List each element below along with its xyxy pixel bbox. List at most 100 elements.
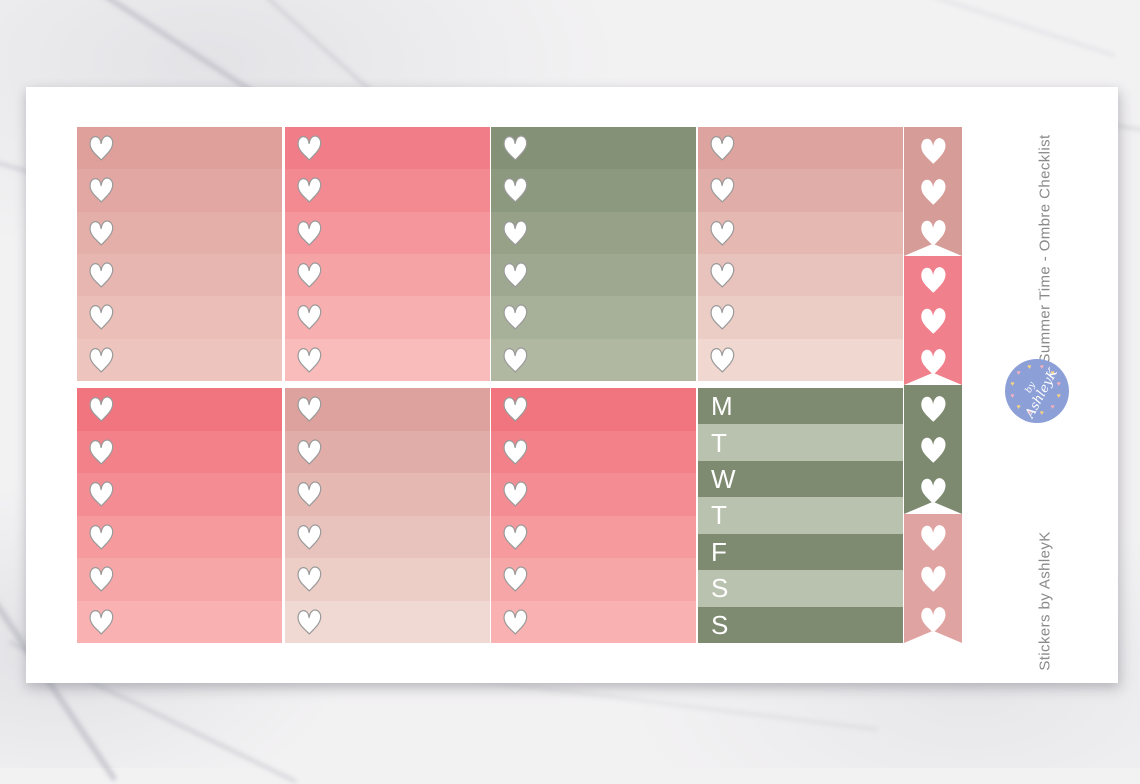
- checklist-row: [285, 296, 490, 339]
- checklist-row: [77, 473, 282, 516]
- heart-checkbox-icon: [503, 347, 528, 373]
- checklist-row: [77, 169, 282, 212]
- heart-checkbox-icon: [89, 347, 114, 373]
- checklist-row: [77, 430, 282, 473]
- heart-checkbox-icon: [297, 609, 322, 635]
- checklist-row: [285, 388, 490, 431]
- weekday-strip: M: [698, 388, 903, 425]
- checklist-row: [285, 169, 490, 212]
- checklist-row: [285, 558, 490, 601]
- heart-checkbox-icon: [297, 177, 322, 204]
- weekday-strip: T: [698, 424, 903, 461]
- heart-checkbox-icon: [297, 481, 322, 507]
- heart-checkbox-icon: [89, 304, 114, 331]
- logo-text-name: AshleyK: [1022, 366, 1061, 421]
- heart-icon: [921, 525, 946, 551]
- heart-checkbox-icon: [503, 177, 528, 204]
- heart-flag-column: [904, 127, 962, 643]
- sticker-ombre-checklist-dusty-rose-2: [698, 127, 903, 381]
- logo-heart-icon: ♥: [1010, 380, 1015, 388]
- heart-checkbox-icon: [503, 566, 528, 592]
- weekday-letter: F: [711, 536, 728, 567]
- sticker-ombre-checklist-dusty-rose: [77, 127, 282, 381]
- checklist-row: [491, 473, 696, 516]
- heart-checkbox-icon: [297, 524, 322, 550]
- weekday-strip: F: [698, 533, 903, 571]
- logo-heart-icon: ♥: [1027, 410, 1032, 418]
- checklist-row: [491, 296, 696, 339]
- logo-heart-icon: ♥: [1016, 403, 1021, 411]
- heart-icon: [921, 396, 946, 422]
- heart-checkbox-icon: [503, 396, 528, 422]
- heart-checkbox-icon: [297, 304, 322, 331]
- checklist-row: [491, 169, 696, 212]
- heart-checkbox-icon: [89, 262, 114, 288]
- sticker-ombre-checklist-coral: [285, 127, 490, 381]
- checklist-row: [698, 169, 903, 212]
- checklist-row: [491, 127, 696, 170]
- heart-checkbox-icon: [297, 220, 322, 246]
- checklist-row: [698, 253, 903, 297]
- heart-checkbox-icon: [89, 609, 114, 635]
- checklist-row: [77, 515, 282, 558]
- checklist-row: [77, 388, 282, 431]
- checklist-row: [285, 430, 490, 473]
- checklist-row: [285, 600, 490, 643]
- sticker-ombre-checklist-dusty-rose-3: [285, 388, 490, 643]
- checklist-row: [491, 515, 696, 558]
- shop-logo: ♥ ♥ ♥ ♥ ♥ ♥ ♥ ♥ ♥ ♥ ♥ ♥ by AshleyK: [1005, 359, 1069, 423]
- checklist-row: [77, 558, 282, 601]
- heart-icon: [921, 267, 946, 293]
- heart-checkbox-icon: [89, 220, 114, 246]
- sticker-ombre-checklist-sage: [491, 127, 696, 381]
- heart-icon: [921, 220, 946, 246]
- heart-checkbox-icon: [297, 439, 322, 465]
- weekday-strip: T: [698, 497, 903, 534]
- heart-checkbox-icon: [503, 439, 528, 465]
- heart-checkbox-icon: [503, 524, 528, 550]
- heart-checkbox-icon: [710, 220, 735, 246]
- sticker-ombre-checklist-coral-2: [77, 388, 282, 643]
- heart-checkbox-icon: [297, 396, 322, 422]
- checklist-row: [698, 296, 903, 339]
- logo-heart-icon: ♥: [1056, 393, 1061, 401]
- checklist-row: [491, 211, 696, 254]
- weekday-letter: T: [711, 427, 728, 458]
- heart-icon: [921, 308, 946, 334]
- checklist-row: [491, 388, 696, 431]
- heart-checkbox-icon: [89, 177, 114, 204]
- heart-checkbox-icon: [710, 262, 735, 288]
- checklist-row: [491, 338, 696, 381]
- heart-checkbox-icon: [297, 347, 322, 373]
- heart-checkbox-icon: [503, 304, 528, 331]
- logo-heart-icon: ♥: [1056, 380, 1061, 388]
- checklist-row: [285, 211, 490, 254]
- heart-checkbox-icon: [89, 396, 114, 422]
- logo-heart-icon: ♥: [1050, 403, 1055, 411]
- sticker-heart-flag-dusty-rose: [904, 127, 962, 256]
- marble-vein: [904, 0, 1116, 57]
- weekday-letter: S: [711, 573, 730, 604]
- weekday-strip: W: [698, 460, 903, 498]
- heart-checkbox-icon: [297, 566, 322, 592]
- checklist-row: [698, 127, 903, 170]
- logo-heart-icon: ♥: [1010, 393, 1015, 401]
- checklist-row: [491, 558, 696, 601]
- weekday-letter: M: [711, 391, 734, 422]
- checklist-row: [77, 296, 282, 339]
- logo-heart-icon: ♥: [1039, 363, 1044, 371]
- heart-checkbox-icon: [297, 135, 322, 161]
- heart-checkbox-icon: [89, 439, 114, 465]
- heart-icon: [921, 349, 946, 375]
- checklist-row: [285, 515, 490, 558]
- checklist-row: [77, 600, 282, 643]
- heart-checkbox-icon: [297, 262, 322, 288]
- logo-heart-icon: ♥: [1027, 363, 1032, 371]
- logo-heart-icon: ♥: [1050, 370, 1055, 378]
- heart-checkbox-icon: [89, 566, 114, 592]
- checklist-row: [698, 338, 903, 381]
